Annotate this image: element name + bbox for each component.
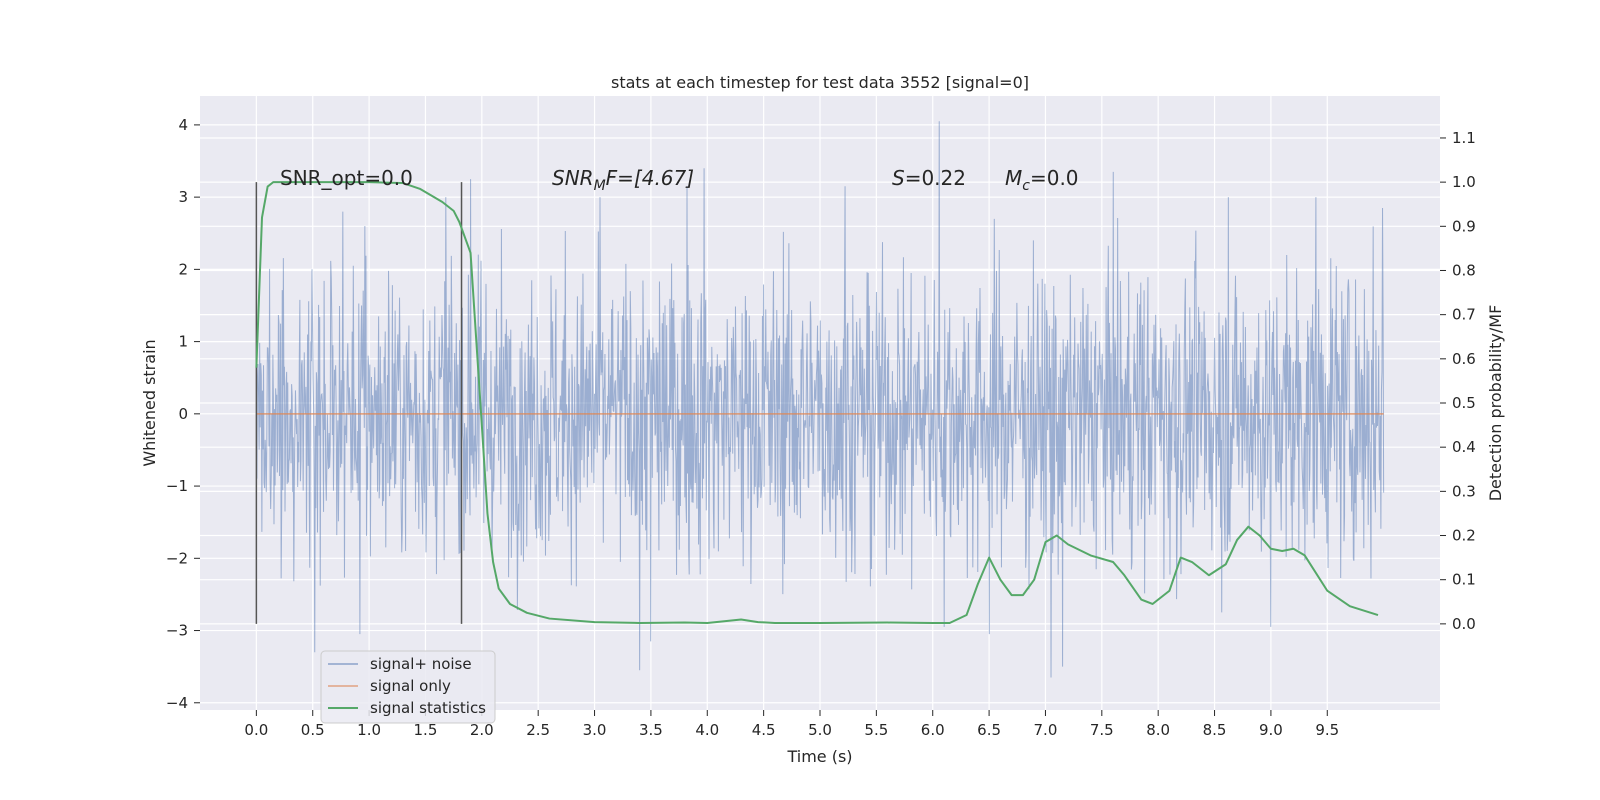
annotation-mc-sub: c bbox=[1022, 178, 1030, 194]
x-tick-label: 5.0 bbox=[808, 721, 832, 739]
x-tick-label: 8.5 bbox=[1203, 721, 1227, 739]
x-axis-label: Time (s) bbox=[786, 747, 852, 766]
x-tick-label: 2.5 bbox=[526, 721, 550, 739]
annotation-s: S=0.22 bbox=[892, 166, 966, 190]
y-axis-label: Whitened strain bbox=[140, 339, 159, 466]
y-tick-label: 4 bbox=[178, 116, 188, 134]
x-tick-label: 3.5 bbox=[639, 721, 663, 739]
signal-noise-series bbox=[255, 121, 1385, 678]
legend: signal+ noise signal only signal statist… bbox=[320, 650, 496, 724]
annotation-snr-mf-sub: M bbox=[594, 178, 606, 194]
y-tick-label: −4 bbox=[166, 694, 188, 712]
x-tick-label: 7.0 bbox=[1034, 721, 1058, 739]
signal-statistics-series bbox=[255, 181, 1379, 624]
annotation-mc: Mc=0.0 bbox=[1005, 166, 1079, 194]
y2-tick-label: 0.0 bbox=[1452, 615, 1476, 633]
x-tick-label: 6.5 bbox=[977, 721, 1001, 739]
legend-label-signal-only: signal only bbox=[370, 677, 451, 695]
y2-tick-label: 0.8 bbox=[1452, 261, 1476, 279]
y2-tick-label: 0.6 bbox=[1452, 350, 1476, 368]
x-tick-label: 4.0 bbox=[695, 721, 719, 739]
y-tick-label: 2 bbox=[178, 260, 188, 278]
x-tick-label: 1.0 bbox=[357, 721, 381, 739]
annotation-snr-mf: SNRMF=[4.67] bbox=[552, 166, 694, 194]
y2-axis-label: Detection probability/MF bbox=[1486, 305, 1505, 502]
y-tick-label: −1 bbox=[166, 477, 188, 495]
legend-label-signal-statistics: signal statistics bbox=[370, 699, 486, 717]
signal-noise-line bbox=[255, 121, 1385, 678]
annotation-mc-value: =0.0 bbox=[1030, 166, 1079, 190]
y2-tick-label: 0.2 bbox=[1452, 527, 1476, 545]
x-tick-label: 4.5 bbox=[752, 721, 776, 739]
vertical-markers bbox=[255, 182, 463, 624]
annotation-mc-var: M bbox=[1005, 166, 1022, 190]
y-axis-ticks: 4 3 2 1 0 −1 −2 −3 −4 bbox=[166, 116, 200, 712]
y-tick-label: −3 bbox=[166, 622, 188, 640]
x-tick-label: 9.5 bbox=[1315, 721, 1339, 739]
chart-title: stats at each timestep for test data 355… bbox=[611, 73, 1029, 92]
y2-tick-label: 0.7 bbox=[1452, 306, 1476, 324]
x-tick-label: 5.5 bbox=[864, 721, 888, 739]
x-tick-label: 0.5 bbox=[301, 721, 325, 739]
y-tick-label: 3 bbox=[178, 188, 188, 206]
y2-tick-label: 1.0 bbox=[1452, 173, 1476, 191]
annotation-s-var: S bbox=[892, 166, 905, 190]
legend-box bbox=[320, 650, 496, 724]
y-tick-label: −2 bbox=[166, 549, 188, 567]
x-tick-label: 2.0 bbox=[470, 721, 494, 739]
signal-statistics-line bbox=[255, 181, 1379, 624]
annotation-s-value: =0.22 bbox=[905, 166, 966, 190]
x-axis-ticks: 0.0 0.5 1.0 1.5 2.0 2.5 3.0 3.5 4.0 4.5 5.0 5.5 6.0 6… bbox=[244, 710, 1339, 739]
annotation-snr-mf-rest: F=[4.67] bbox=[606, 166, 694, 190]
y2-tick-label: 0.9 bbox=[1452, 217, 1476, 235]
y2-tick-label: 0.3 bbox=[1452, 482, 1476, 500]
legend-label-signal-noise: signal+ noise bbox=[370, 655, 472, 673]
x-tick-label: 3.0 bbox=[583, 721, 607, 739]
x-tick-label: 0.0 bbox=[244, 721, 268, 739]
x-tick-label: 9.0 bbox=[1259, 721, 1283, 739]
y2-tick-label: 0.1 bbox=[1452, 571, 1476, 589]
y2-tick-label: 1.1 bbox=[1452, 129, 1476, 147]
annotation-snr-opt: SNR_opt=0.0 bbox=[280, 166, 413, 190]
x-tick-label: 7.5 bbox=[1090, 721, 1114, 739]
y2-tick-label: 0.4 bbox=[1452, 438, 1476, 456]
y-tick-label: 1 bbox=[178, 333, 188, 351]
y-tick-label: 0 bbox=[178, 405, 188, 423]
x-tick-label: 8.0 bbox=[1146, 721, 1170, 739]
y2-axis-ticks: 1.1 1.0 0.9 0.8 0.7 0.6 0.5 0.4 0.3 0.2 0.1 0.0 bbox=[1440, 129, 1476, 633]
x-tick-label: 1.5 bbox=[414, 721, 438, 739]
annotation-snr-mf-base: SNR bbox=[552, 166, 594, 190]
y2-tick-label: 0.5 bbox=[1452, 394, 1476, 412]
x-tick-label: 6.0 bbox=[921, 721, 945, 739]
